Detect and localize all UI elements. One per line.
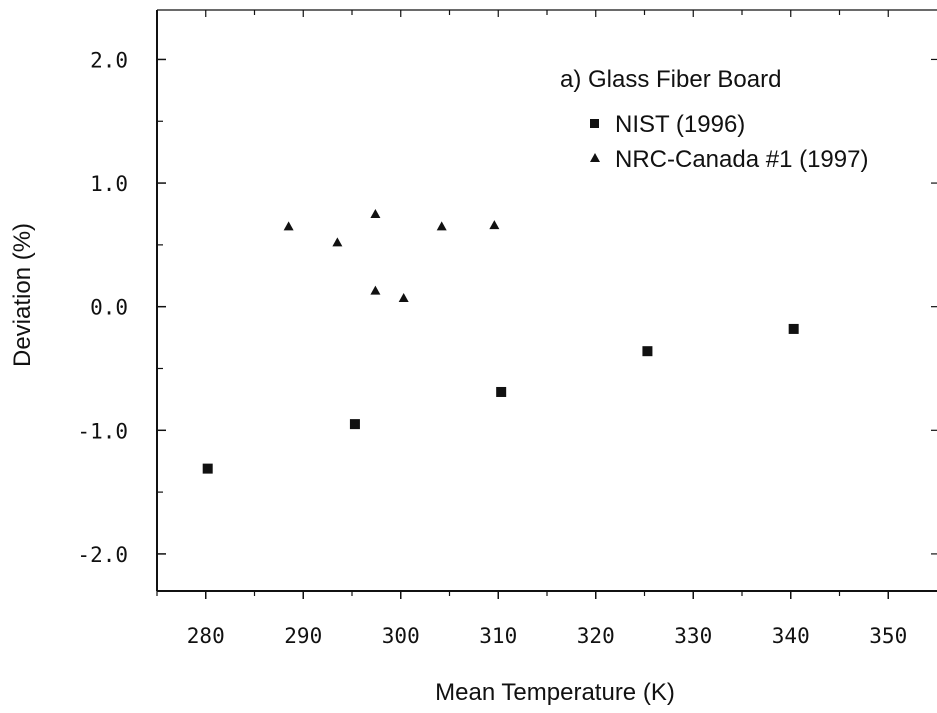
nrc-canada-point [370, 208, 381, 218]
nrc-canada-point [398, 293, 409, 303]
y-tick-label: 0.0 [90, 296, 128, 320]
y-axis-title: Deviation (%) [9, 223, 36, 367]
y-tick-label: 1.0 [90, 172, 128, 196]
x-tick-label: 320 [577, 624, 615, 648]
nist-point [202, 463, 213, 474]
plot-frame [156, 9, 937, 592]
legend-marker-nrc [590, 153, 600, 162]
chart-annotation: a) Glass Fiber Board [560, 66, 781, 93]
x-tick-label: 290 [284, 624, 322, 648]
nrc-canada-point [370, 285, 381, 295]
nist-point [642, 346, 653, 357]
nrc-canada-point [489, 220, 500, 230]
x-tick-label: 350 [869, 624, 907, 648]
data-points [202, 208, 799, 474]
nrc-canada-point [332, 237, 343, 247]
y-tick-label: -1.0 [77, 419, 128, 443]
nrc-canada-point [283, 221, 294, 231]
nist-point [496, 386, 507, 397]
y-tick-label: -2.0 [77, 543, 128, 567]
x-tick-label: 310 [479, 624, 517, 648]
x-axis-title: Mean Temperature (K) [435, 679, 675, 706]
x-tick-label: 330 [674, 624, 712, 648]
nist-point [788, 323, 799, 334]
nrc-canada-point [436, 221, 447, 231]
y-tick-label: 2.0 [90, 48, 128, 72]
legend-marker-nist [590, 119, 599, 128]
legend-label-nrc: NRC-Canada #1 (1997) [615, 146, 868, 173]
nist-point [349, 419, 360, 430]
y-axis: 2.0 1.0 0.0 -1.0 -2.0 [77, 48, 937, 567]
legend-label-nist: NIST (1996) [615, 111, 745, 138]
x-tick-label: 340 [772, 624, 810, 648]
x-tick-label: 300 [382, 624, 420, 648]
x-tick-label: 280 [187, 624, 225, 648]
x-axis: 280 290 300 310 320 330 340 350 [156, 10, 907, 648]
legend: NIST (1996) NRC-Canada #1 (1997) [590, 111, 868, 173]
